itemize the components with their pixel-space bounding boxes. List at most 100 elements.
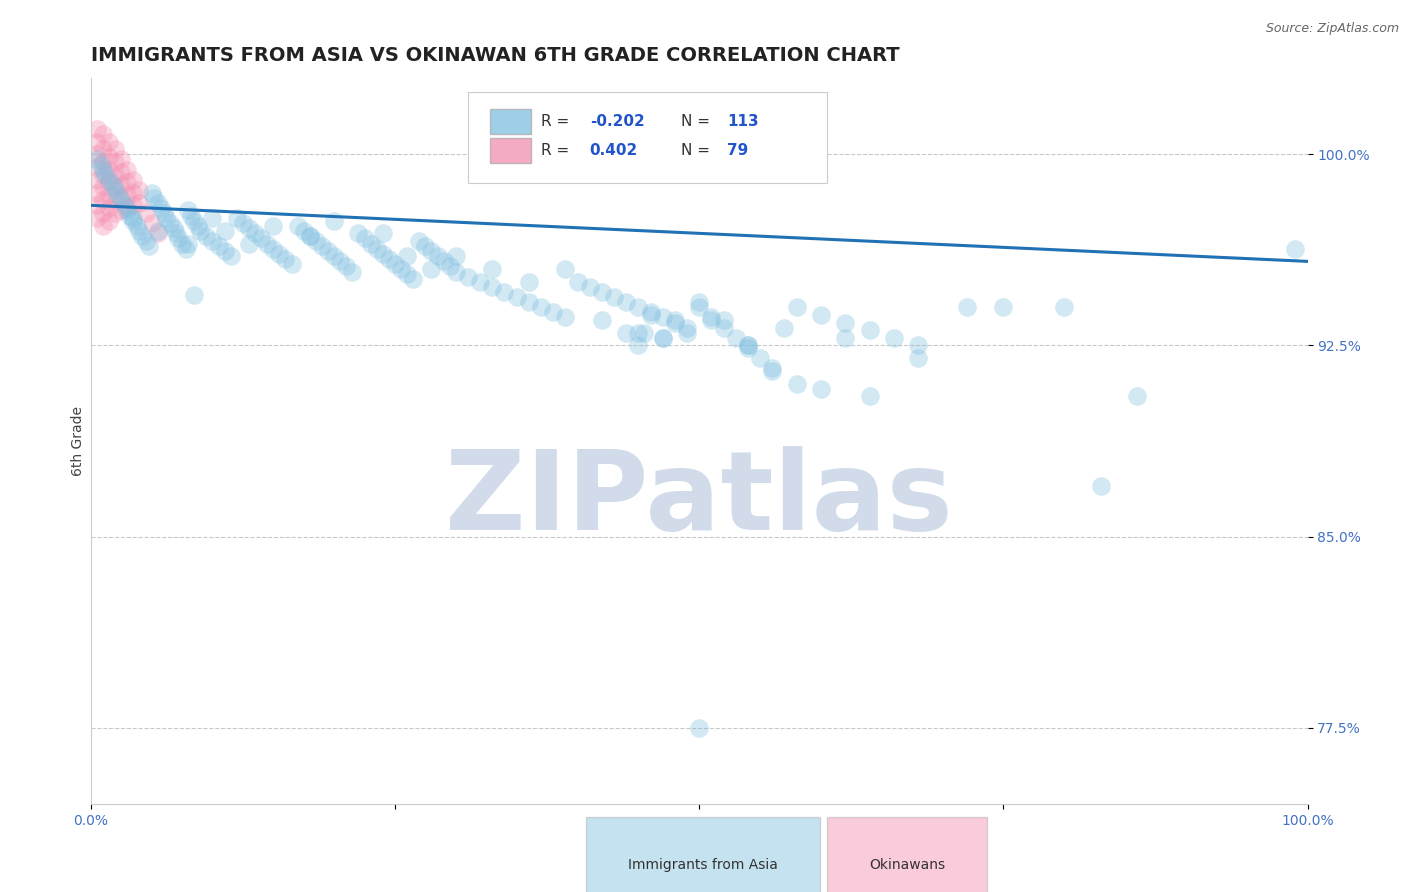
- Point: [155, 211, 177, 225]
- Point: [761, 361, 783, 376]
- Point: [688, 295, 710, 310]
- Text: Immigrants from Asia: Immigrants from Asia: [628, 858, 778, 872]
- Point: [98, 135, 121, 149]
- Point: [1284, 242, 1306, 256]
- Point: [761, 364, 783, 378]
- Point: [883, 331, 905, 345]
- Point: [256, 236, 278, 251]
- Point: [834, 316, 856, 330]
- Point: [110, 193, 132, 207]
- Point: [262, 242, 284, 256]
- Point: [567, 275, 589, 289]
- Point: [396, 249, 419, 263]
- Point: [494, 285, 516, 299]
- Point: [159, 216, 181, 230]
- Point: [415, 239, 437, 253]
- Point: [481, 262, 503, 277]
- Point: [141, 216, 163, 230]
- Point: [98, 201, 121, 215]
- Point: [135, 234, 157, 248]
- Point: [1126, 389, 1149, 403]
- Point: [773, 320, 796, 334]
- Point: [122, 211, 145, 225]
- Point: [118, 209, 141, 223]
- Point: [591, 285, 613, 299]
- Point: [183, 287, 205, 301]
- Point: [591, 313, 613, 327]
- Point: [724, 331, 747, 345]
- Point: [347, 227, 370, 241]
- Point: [238, 221, 260, 235]
- Point: [177, 236, 200, 251]
- Point: [371, 227, 394, 241]
- Point: [305, 234, 328, 248]
- Point: [292, 224, 315, 238]
- Text: 0.402: 0.402: [589, 143, 638, 158]
- Point: [342, 264, 364, 278]
- Point: [86, 153, 108, 167]
- Point: [737, 341, 759, 355]
- Point: [420, 244, 443, 259]
- Point: [98, 188, 121, 202]
- Text: Okinawans: Okinawans: [869, 858, 945, 872]
- Point: [125, 219, 148, 233]
- Point: [713, 320, 735, 334]
- Point: [94, 168, 117, 182]
- Point: [366, 242, 388, 256]
- Text: R =: R =: [541, 143, 574, 158]
- Point: [86, 211, 108, 225]
- Point: [651, 331, 673, 345]
- Point: [786, 300, 808, 314]
- Text: IMMIGRANTS FROM ASIA VS OKINAWAN 6TH GRADE CORRELATION CHART: IMMIGRANTS FROM ASIA VS OKINAWAN 6TH GRA…: [91, 46, 900, 65]
- Point: [329, 254, 352, 268]
- Point: [627, 326, 650, 340]
- Point: [238, 236, 260, 251]
- Point: [426, 249, 449, 263]
- Point: [323, 213, 346, 227]
- Point: [201, 234, 224, 248]
- Point: [810, 382, 832, 396]
- Point: [128, 195, 150, 210]
- Point: [90, 157, 112, 171]
- Point: [91, 219, 114, 233]
- Point: [114, 198, 136, 212]
- Point: [162, 221, 184, 235]
- Point: [627, 300, 650, 314]
- Point: [91, 168, 114, 182]
- Point: [183, 213, 205, 227]
- Text: 79: 79: [727, 143, 748, 158]
- Text: 113: 113: [727, 114, 759, 129]
- Point: [98, 162, 121, 177]
- Point: [439, 260, 461, 274]
- Point: [91, 193, 114, 207]
- Point: [907, 351, 929, 366]
- Point: [700, 313, 723, 327]
- Point: [360, 236, 382, 251]
- Point: [541, 305, 564, 319]
- Point: [323, 249, 346, 263]
- Point: [180, 209, 202, 223]
- Point: [688, 300, 710, 314]
- Point: [688, 721, 710, 735]
- Point: [269, 246, 291, 260]
- Point: [143, 191, 166, 205]
- Point: [651, 310, 673, 325]
- Point: [117, 175, 139, 189]
- Point: [614, 326, 637, 340]
- Point: [713, 313, 735, 327]
- Point: [214, 224, 236, 238]
- Point: [98, 150, 121, 164]
- Point: [396, 267, 419, 281]
- FancyBboxPatch shape: [468, 93, 827, 183]
- Point: [280, 257, 302, 271]
- Point: [956, 300, 979, 314]
- Point: [408, 234, 430, 248]
- Point: [101, 178, 124, 192]
- Point: [110, 153, 132, 167]
- Point: [141, 186, 163, 200]
- Point: [858, 323, 880, 337]
- Point: [384, 257, 406, 271]
- Point: [187, 219, 209, 233]
- Point: [91, 162, 114, 177]
- Point: [298, 228, 321, 243]
